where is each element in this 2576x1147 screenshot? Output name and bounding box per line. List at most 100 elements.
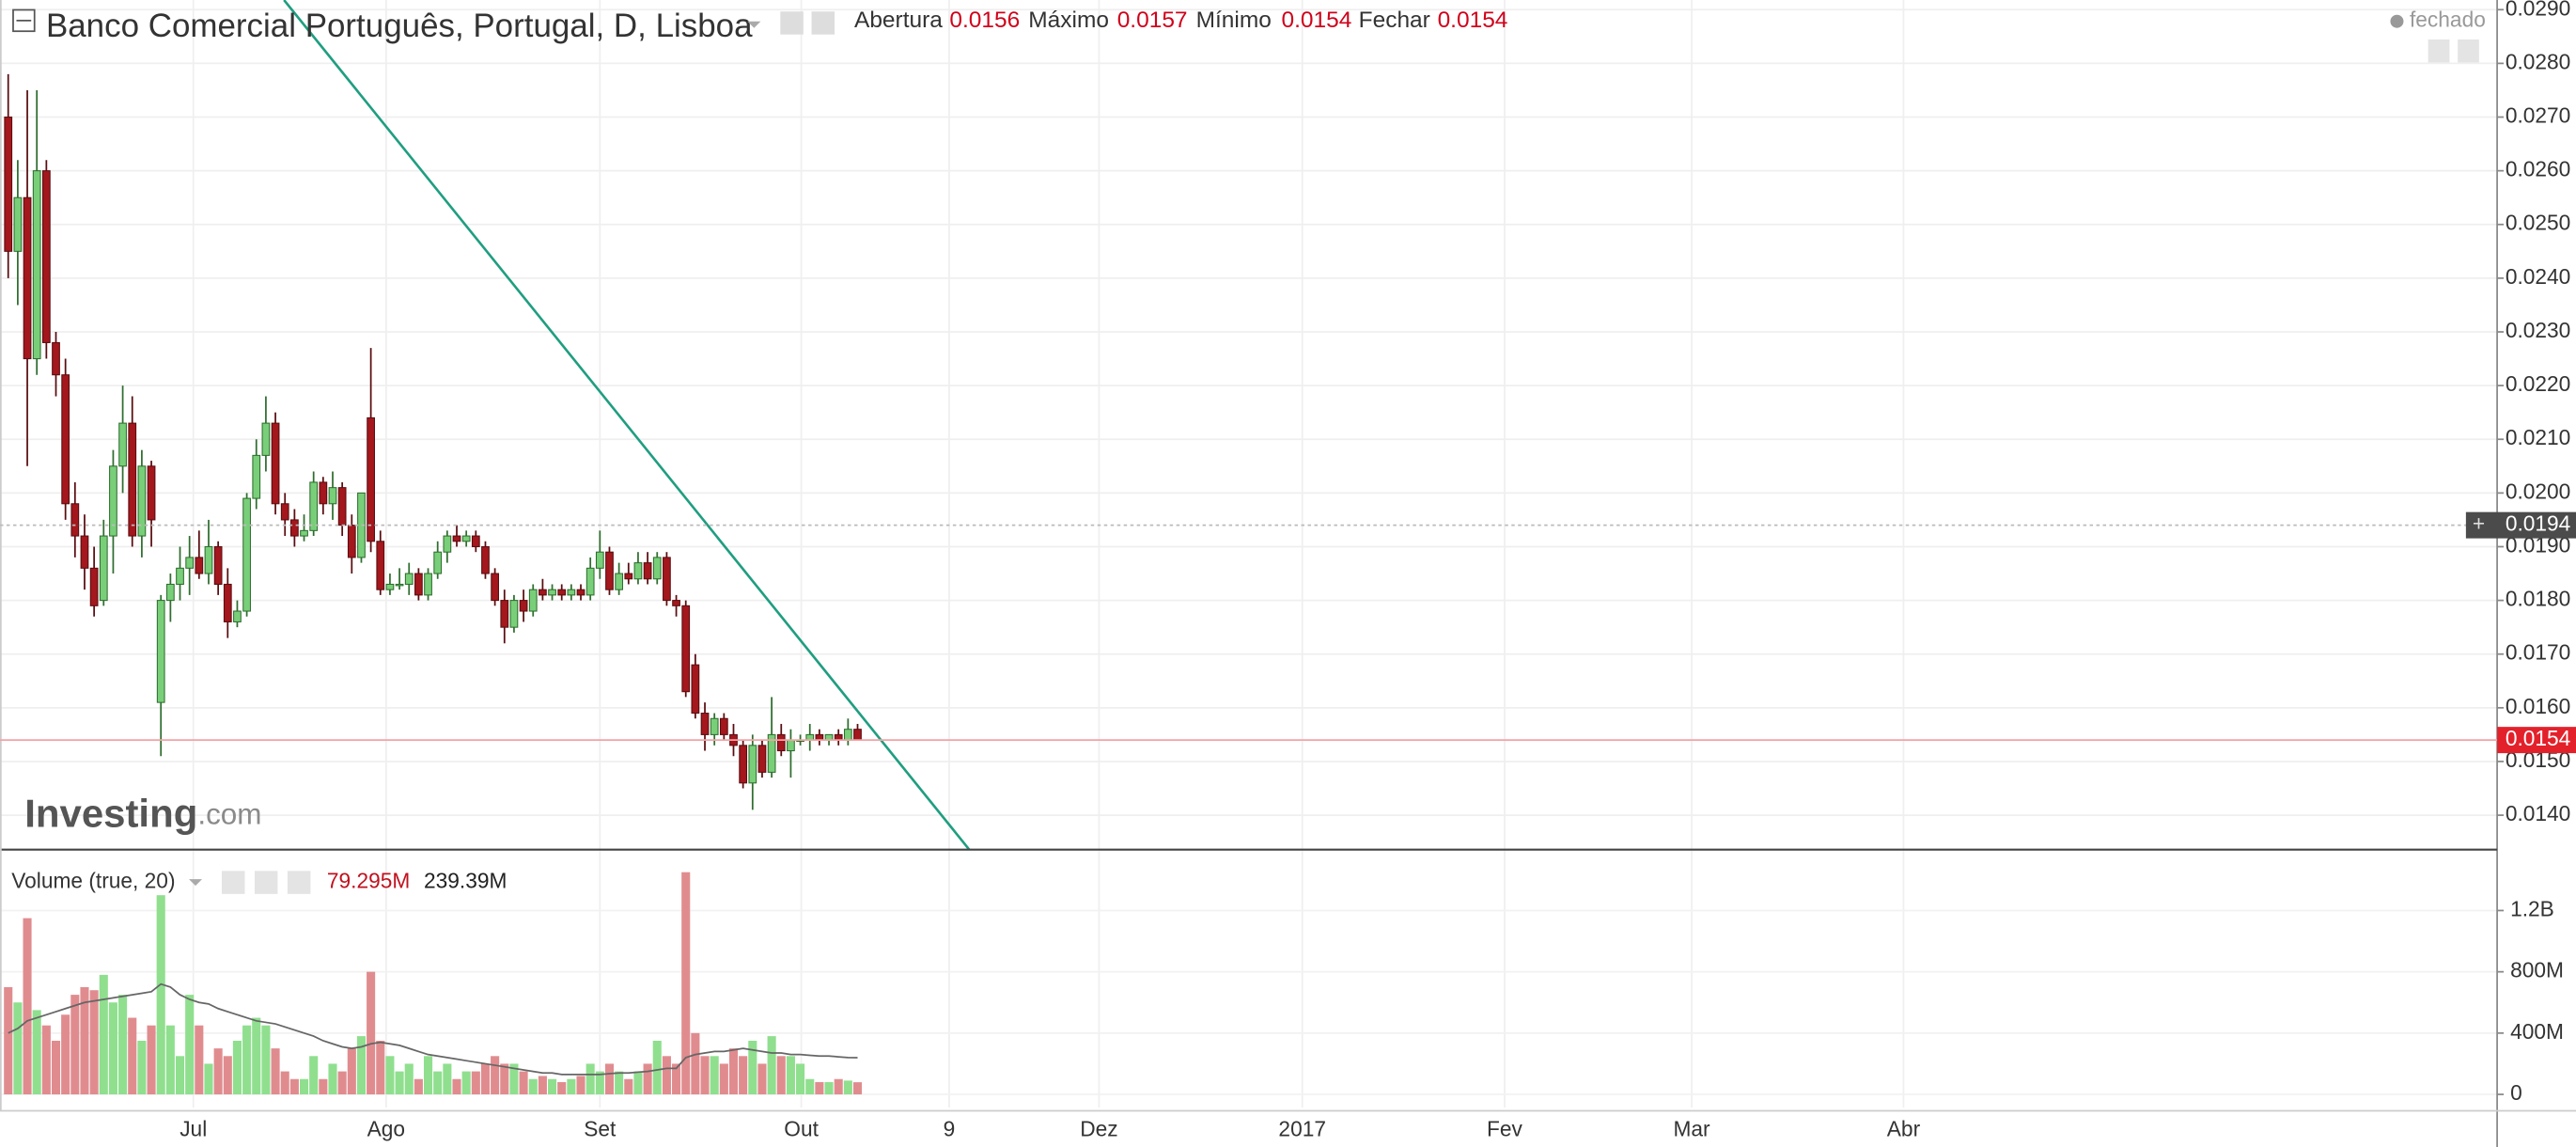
candle-body xyxy=(519,600,528,612)
candle-body xyxy=(443,535,452,553)
volume-bar xyxy=(852,1082,863,1095)
volume-bar xyxy=(757,1063,767,1095)
eye-icon[interactable] xyxy=(221,871,245,894)
volume-bar xyxy=(528,1078,538,1095)
volume-bar xyxy=(691,1032,700,1095)
dropdown-arrow[interactable] xyxy=(189,879,203,887)
volume-bar xyxy=(99,974,108,1095)
candle-body xyxy=(509,600,519,628)
ma-readout: 239.39M xyxy=(424,869,507,893)
y-tick-label: 0.0280 xyxy=(2506,49,2571,73)
volume-bar xyxy=(61,1014,70,1095)
candle-body xyxy=(347,525,356,558)
toolbar-icon[interactable] xyxy=(2428,39,2450,63)
ohlc-label: Abertura xyxy=(854,8,943,33)
ohlc-value: 0.0154 xyxy=(1282,8,1352,33)
candle-body xyxy=(195,557,204,574)
volume-bar xyxy=(137,1040,147,1095)
candle-body xyxy=(233,610,242,622)
volume-bar xyxy=(337,1071,347,1095)
volume-bar xyxy=(786,1056,795,1095)
volume-bar xyxy=(271,1048,280,1095)
volume-bar xyxy=(815,1081,824,1095)
candle-body xyxy=(652,557,662,580)
volume-bar xyxy=(309,1056,319,1095)
volume-bar xyxy=(423,1056,433,1095)
x-tick-label: Out xyxy=(784,1117,819,1141)
volume-bar xyxy=(615,1071,624,1095)
x-tick-label: 2017 xyxy=(1278,1117,1326,1141)
y-tick-label: 0.0170 xyxy=(2506,640,2571,665)
volume-bar xyxy=(89,990,99,1095)
eye-icon[interactable] xyxy=(780,11,804,35)
candle-body xyxy=(748,745,757,784)
volume-bar xyxy=(719,1063,728,1095)
volume-bar xyxy=(385,1056,395,1095)
volume-bar xyxy=(700,1056,710,1095)
candle-body xyxy=(185,557,195,569)
candle-body xyxy=(481,545,490,574)
crosshair-plus: + xyxy=(2473,511,2485,536)
candle-body xyxy=(52,341,60,376)
volume-bar xyxy=(41,1025,51,1095)
ohlc-value: 0.0156 xyxy=(949,8,1020,33)
volume-bar xyxy=(289,1078,299,1095)
candle-body xyxy=(280,503,289,521)
close-icon[interactable] xyxy=(287,871,311,894)
volume-bar xyxy=(32,1010,41,1095)
candle-body xyxy=(242,497,251,612)
candle-body xyxy=(643,562,652,580)
settings-icon[interactable] xyxy=(254,871,278,894)
candle-body xyxy=(739,745,748,784)
volume-bar xyxy=(319,1078,328,1095)
x-tick-label: 9 xyxy=(944,1117,956,1141)
candle-body xyxy=(118,422,127,467)
candle-body xyxy=(433,551,443,574)
x-tick-label: Ago xyxy=(367,1117,405,1141)
volume-bar xyxy=(633,1071,643,1095)
volume-readout: 79.295M xyxy=(327,869,410,893)
candle-body xyxy=(471,535,480,548)
candle-body xyxy=(89,567,99,606)
x-tick-label: Dez xyxy=(1080,1117,1117,1141)
candle-body xyxy=(710,717,719,735)
y-tick-label: 0.0290 xyxy=(2506,0,2571,20)
ohlc-label: Mínimo xyxy=(1196,8,1272,33)
volume-bar xyxy=(776,1056,786,1095)
y-tick-label: 0.0210 xyxy=(2506,425,2571,449)
volume-bar xyxy=(681,872,691,1095)
volume-bar xyxy=(576,1076,585,1095)
ohlc-readout: Abertura 0.0156 Máximo 0.0157 Mínimo 0.0… xyxy=(854,8,1507,33)
settings-icon[interactable] xyxy=(811,11,835,35)
volume-bar xyxy=(376,1040,385,1095)
volume-bar xyxy=(739,1056,748,1095)
ohlc-label: Máximo xyxy=(1028,8,1109,33)
dropdown-arrow[interactable] xyxy=(747,21,761,28)
candle-body xyxy=(528,589,538,612)
candle-body xyxy=(776,733,786,752)
candle-body xyxy=(213,545,223,585)
volume-bar xyxy=(662,1056,671,1095)
volume-bar xyxy=(356,1036,367,1095)
candle-body xyxy=(424,573,432,596)
candle-body xyxy=(137,465,147,537)
candle-body xyxy=(461,535,471,542)
volume-bar xyxy=(156,895,165,1095)
candle-body xyxy=(367,416,375,542)
candle-body xyxy=(261,422,271,456)
volume-bar xyxy=(824,1081,834,1095)
ohlc-label: Fechar xyxy=(1359,8,1430,33)
candle-body xyxy=(109,465,117,537)
candle-body xyxy=(337,487,347,526)
volume-bar xyxy=(710,1056,719,1095)
volume-bar xyxy=(834,1078,843,1095)
volume-bar xyxy=(796,1063,805,1095)
candle-body xyxy=(309,481,319,531)
toolbar-icon[interactable] xyxy=(2458,39,2479,63)
y-tick-label: 0 xyxy=(2510,1080,2522,1105)
candle-body xyxy=(99,535,108,602)
volume-bar xyxy=(433,1071,443,1095)
volume-bar xyxy=(299,1078,309,1095)
volume-bar xyxy=(443,1063,452,1095)
